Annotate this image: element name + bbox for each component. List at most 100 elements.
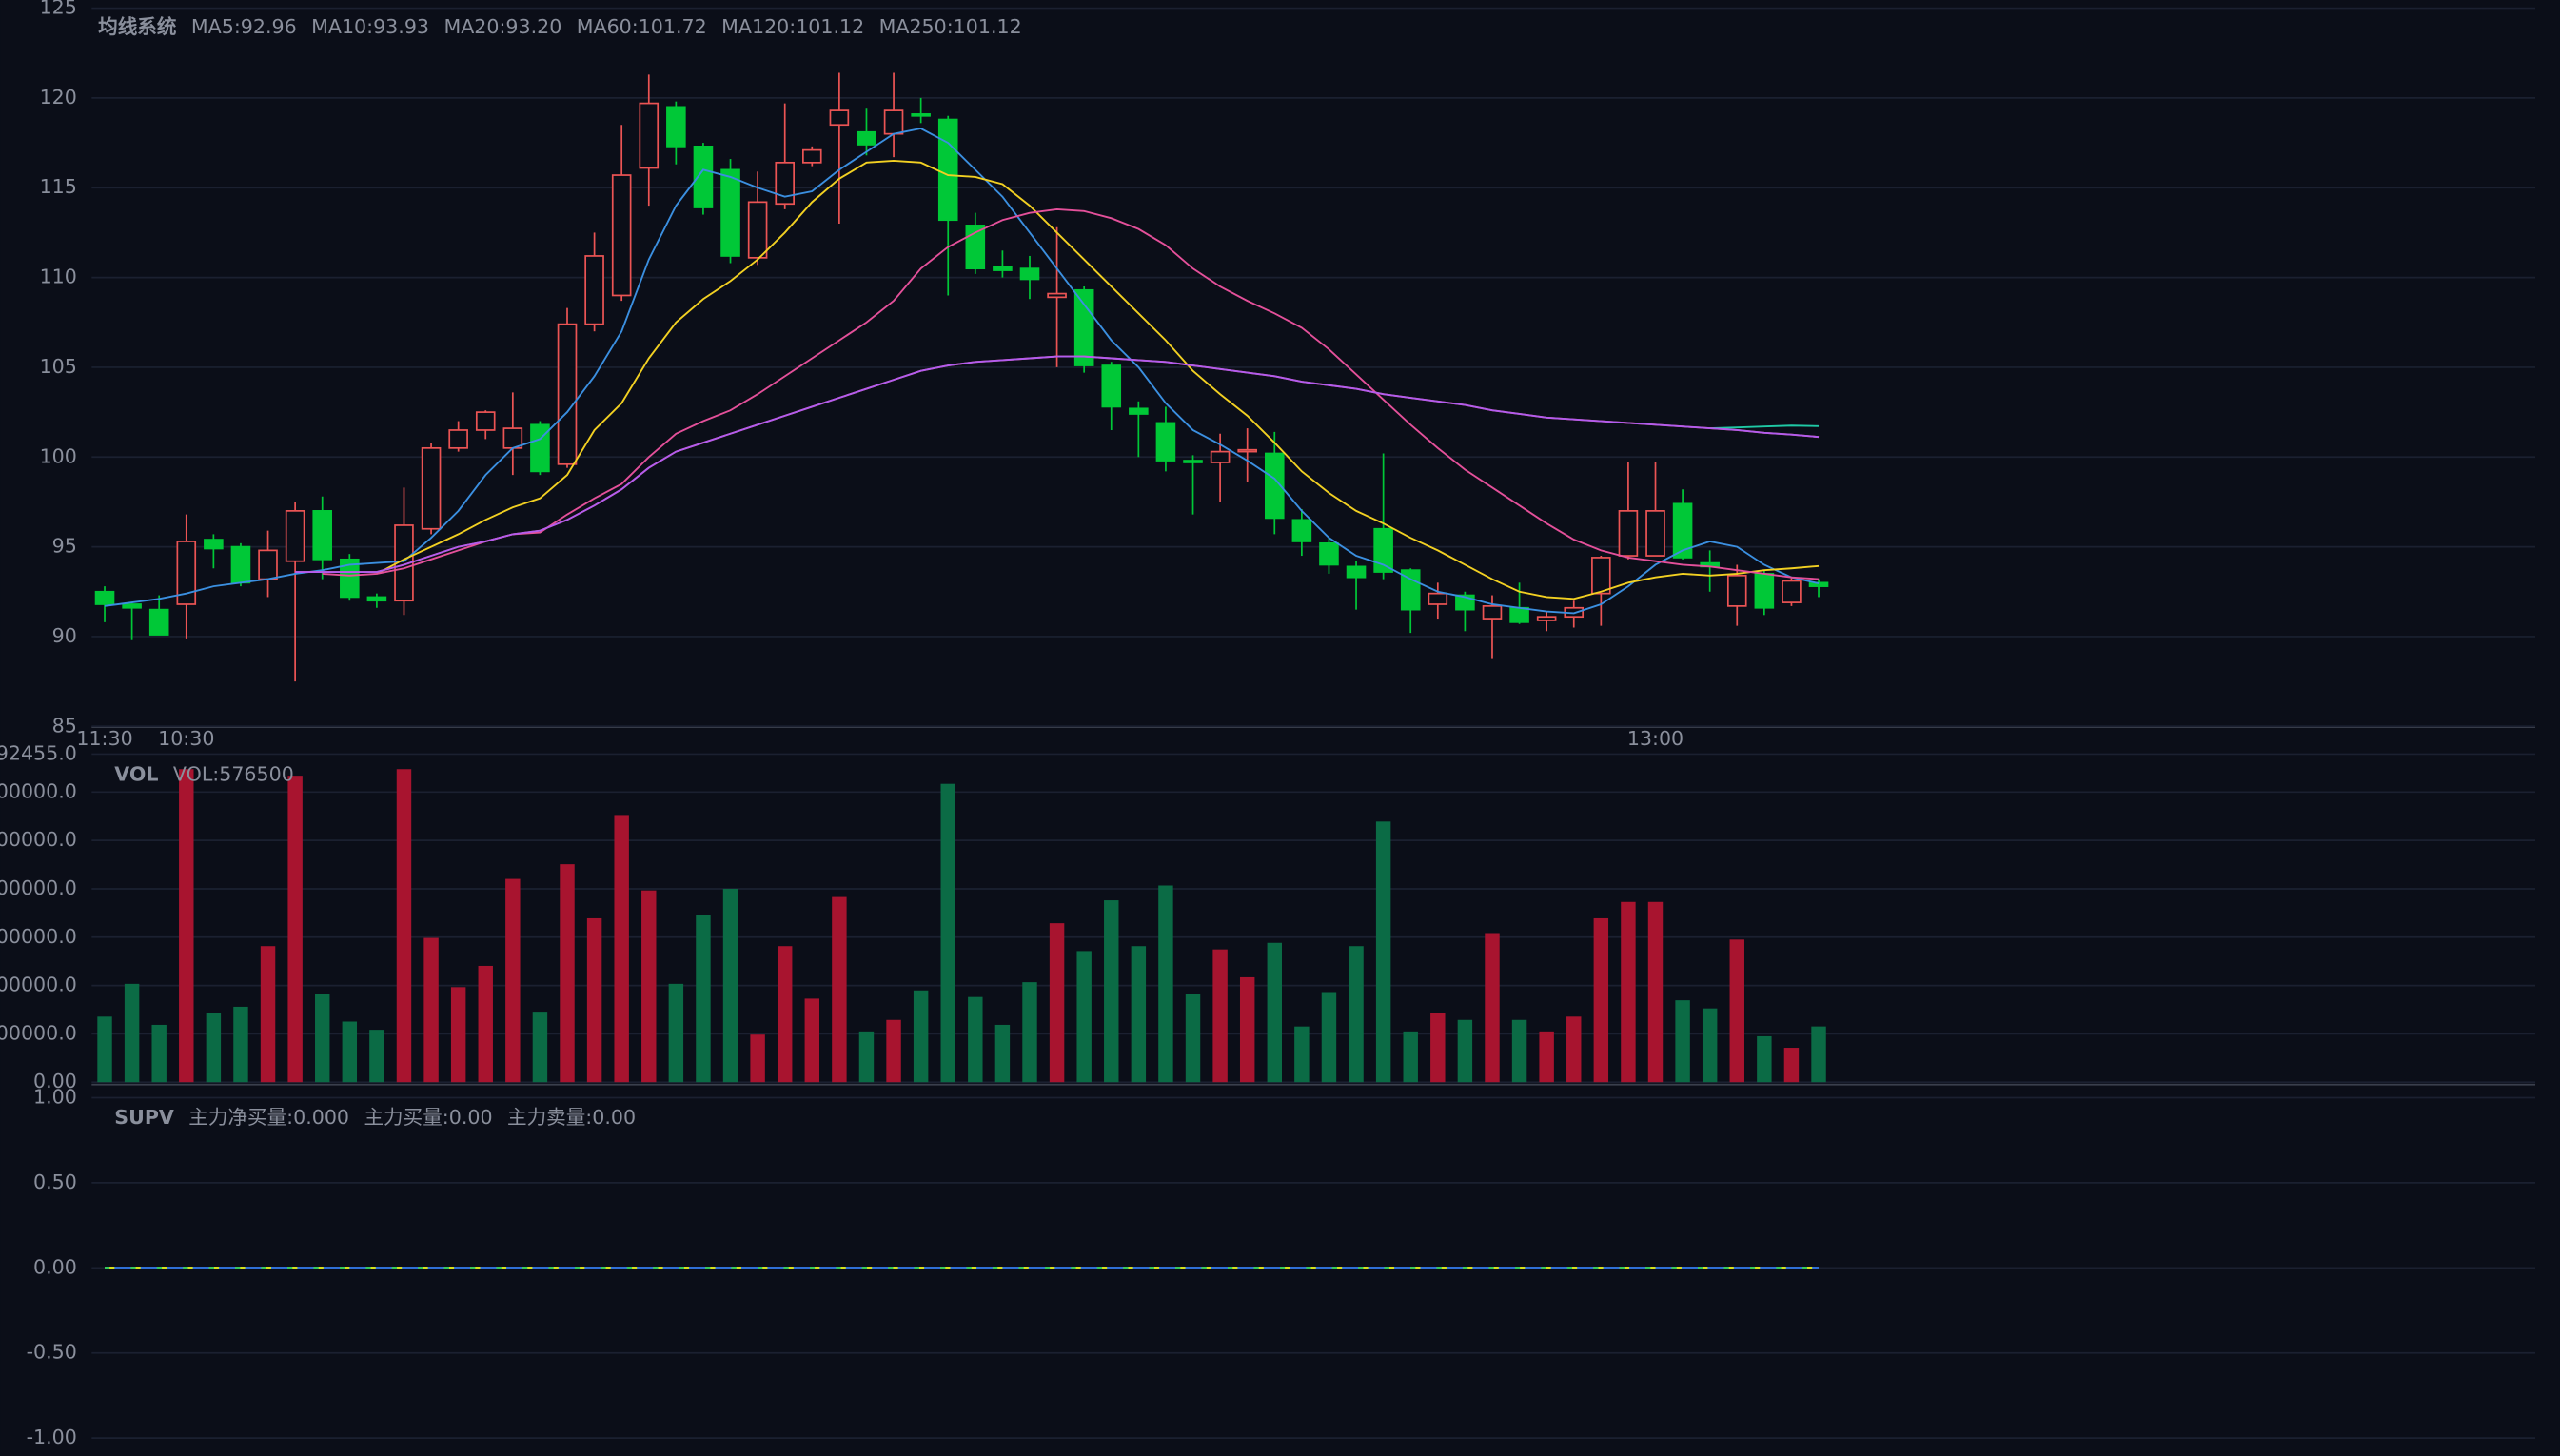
volume-bar — [1430, 1013, 1446, 1083]
candle-body — [993, 266, 1013, 271]
volume-bar — [668, 983, 684, 1083]
y-tick-label: 90 — [52, 624, 77, 647]
candle-body — [1101, 364, 1122, 408]
volume-bar — [1049, 923, 1065, 1083]
candle-body — [1726, 574, 1747, 607]
volume-bar — [342, 1021, 358, 1083]
volume-bar — [1131, 946, 1147, 1083]
volume-bar — [206, 1013, 222, 1083]
y-tick-label: 110 — [40, 266, 77, 288]
volume-bar — [1511, 1019, 1527, 1083]
panel-title: SUPV — [114, 1106, 174, 1129]
volume-bar — [886, 1019, 901, 1083]
y-tick-label: -1.00 — [27, 1426, 77, 1448]
ma-line — [1709, 424, 1820, 430]
ma-line — [322, 207, 1820, 580]
legend-entry: 主力买量:0.00 — [364, 1106, 492, 1129]
candle-body — [1319, 541, 1339, 566]
volume-bar — [233, 1006, 248, 1083]
panel-subtitle: VOL:576500 — [173, 763, 294, 786]
ma-line — [376, 160, 1820, 600]
candle-body — [1618, 510, 1639, 557]
candle-body — [1782, 580, 1802, 603]
ma-line — [295, 355, 1820, 573]
legend-entry: MA5:92.96 — [191, 15, 297, 38]
candle-body — [775, 161, 795, 206]
candle-body — [340, 558, 360, 599]
legend-entry: 主力卖量:0.00 — [507, 1106, 636, 1129]
volume-bar — [1267, 942, 1283, 1083]
volume-bar — [586, 917, 602, 1083]
volume-bar — [1702, 1008, 1718, 1083]
panel-title: VOL — [114, 763, 158, 786]
candle-body — [802, 148, 822, 164]
candle-body — [148, 608, 169, 636]
volume-bar — [777, 946, 793, 1083]
candle-body — [530, 423, 550, 473]
volume-bar — [804, 998, 820, 1083]
y-tick-label: 100 — [40, 444, 77, 467]
volume-bar — [260, 946, 276, 1083]
candle-body — [584, 255, 604, 325]
volume-bar — [1457, 1019, 1473, 1083]
candle-body — [312, 510, 333, 561]
y-tick-label: 85 — [52, 714, 77, 737]
volume-bar — [315, 994, 330, 1083]
y-tick-label: 3000000.0 — [0, 779, 77, 802]
candle-body — [1400, 569, 1421, 611]
volume-bar — [505, 878, 521, 1083]
legend-entry: MA120:101.12 — [721, 15, 864, 38]
candle-body — [448, 429, 468, 449]
y-tick-label: 105 — [40, 355, 77, 378]
candle-body — [1073, 288, 1094, 366]
volume-bar — [722, 888, 738, 1083]
volume-bar — [614, 815, 629, 1083]
candle-body — [1346, 565, 1367, 579]
y-tick-label: 120 — [40, 86, 77, 108]
candle-body — [1428, 592, 1448, 605]
volume-bar — [1593, 917, 1609, 1083]
y-tick-label: 125 — [40, 0, 77, 19]
volume-bar — [1239, 976, 1255, 1083]
y-tick-label: 0.50 — [33, 1171, 77, 1193]
volume-bar — [1076, 951, 1092, 1083]
candle-body — [965, 225, 986, 270]
candle-body — [747, 201, 768, 259]
volume-bar — [478, 965, 493, 1083]
volume-bar — [1158, 885, 1173, 1083]
candle-body — [857, 130, 876, 146]
x-tick-label: 13:00 — [1627, 727, 1684, 750]
legend-entry: MA20:93.20 — [443, 15, 561, 38]
candle-body — [1237, 448, 1257, 453]
candle-body — [230, 545, 251, 584]
candle-body — [1373, 527, 1393, 573]
volume-bar — [423, 937, 439, 1083]
candle-body — [911, 113, 931, 117]
x-tick-label: 11:30 — [76, 727, 132, 750]
candle-body — [666, 106, 686, 148]
candle-body — [475, 411, 496, 431]
candle-body — [1591, 557, 1611, 595]
volume-bar — [1403, 1031, 1418, 1083]
volume-bar — [913, 990, 929, 1083]
legend-entry: 主力净买量:0.000 — [188, 1106, 349, 1129]
volume-bar — [641, 890, 657, 1083]
candle-body — [611, 174, 632, 297]
volume-bar — [560, 864, 575, 1083]
volume-bar — [1647, 901, 1664, 1083]
panel-title: 均线系统 — [98, 15, 177, 38]
volume-bar — [396, 769, 412, 1083]
candle-body — [1291, 519, 1312, 542]
x-tick-label: 10:30 — [158, 727, 214, 750]
volume-bar — [1757, 1035, 1772, 1083]
candle-body — [1672, 502, 1693, 559]
y-tick-label: 1500000.0 — [0, 925, 77, 948]
y-tick-label: 2000000.0 — [0, 876, 77, 899]
volume-bar — [1783, 1048, 1800, 1083]
volume-bar — [1212, 949, 1228, 1083]
volume-bar — [1675, 1000, 1690, 1083]
volume-bar — [940, 783, 955, 1083]
volume-bar — [450, 987, 466, 1083]
volume-bar — [1294, 1026, 1310, 1083]
